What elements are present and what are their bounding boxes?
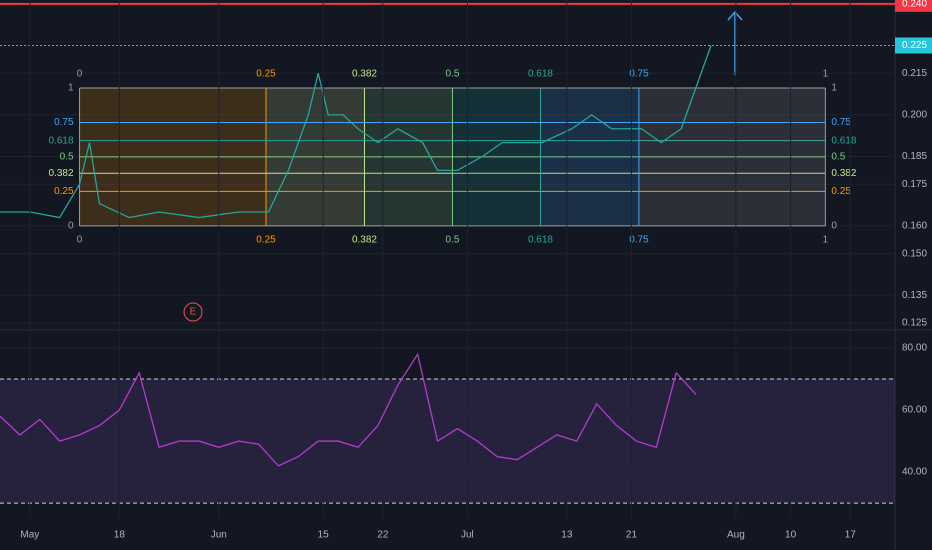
fib-level-label: 0.5 (60, 152, 74, 163)
y-tick-label: 0.215 (902, 68, 927, 79)
fib-zone (540, 87, 639, 226)
y-tick-label: 0.150 (902, 248, 927, 259)
y-tick-label: 40.00 (902, 467, 927, 478)
earnings-marker (183, 302, 203, 322)
fib-level-label: 0.5 (831, 152, 845, 163)
x-tick-label: 21 (626, 530, 638, 541)
fib-level-label: 0.25 (831, 186, 851, 197)
x-tick-label: Aug (727, 530, 745, 541)
x-tick-label: May (20, 530, 39, 541)
price-badge (895, 0, 932, 12)
y-tick-label: 0.135 (902, 290, 927, 301)
y-tick-label: 60.00 (902, 405, 927, 416)
fib-time-label: 0.382 (352, 69, 377, 80)
fib-time-label: 0.618 (528, 69, 553, 80)
fib-time-label: 0.618 (528, 235, 553, 246)
x-tick-label: 15 (318, 530, 330, 541)
fib-level-label: 0.382 (831, 168, 856, 179)
fib-level-label: 0 (831, 221, 837, 232)
price-badge-label: 0.240 (902, 0, 927, 10)
fib-level-label: 0.618 (831, 135, 856, 146)
fib-time-label: 0.5 (446, 235, 460, 246)
fib-level-label: 0 (68, 221, 74, 232)
fib-zone (638, 87, 826, 226)
fib-time-label: 0.382 (352, 235, 377, 246)
fib-time-label: 0.75 (629, 69, 649, 80)
y-tick-label: 80.00 (902, 343, 927, 354)
x-tick-label: 13 (561, 530, 573, 541)
fib-time-label: 0 (77, 235, 83, 246)
y-tick-label: 0.160 (902, 221, 927, 232)
x-tick-label: 17 (845, 530, 857, 541)
fib-time-label: 0.75 (629, 235, 649, 246)
rsi-band (0, 379, 895, 504)
fib-time-label: 0 (77, 69, 83, 80)
y-tick-label: 0.125 (902, 318, 927, 329)
fib-level-label: 0.618 (49, 135, 74, 146)
arrow (727, 10, 743, 75)
fib-level-label: 1 (68, 83, 74, 94)
y-tick-label: 0.200 (902, 110, 927, 121)
price-badge-label: 0.225 (902, 40, 927, 51)
y-tick-label: 0.175 (902, 179, 927, 190)
fib-time-label: 1 (823, 235, 829, 246)
fib-time-label: 0.25 (256, 69, 276, 80)
series-line (0, 45, 712, 219)
price-badge (895, 37, 932, 54)
earnings-label: E (190, 307, 197, 318)
x-tick-label: 10 (785, 530, 797, 541)
series-line (0, 352, 697, 467)
fib-time-label: 0.25 (256, 235, 276, 246)
x-tick-label: Jun (211, 530, 227, 541)
fib-level-label: 0.382 (49, 168, 74, 179)
x-tick-label: 18 (114, 530, 126, 541)
fib-level-label: 0.25 (54, 186, 74, 197)
fib-level-label: 0.75 (54, 117, 74, 128)
fib-time-label: 1 (823, 69, 829, 80)
y-tick-label: 0.185 (902, 151, 927, 162)
fib-level-label: 1 (831, 83, 837, 94)
x-tick-label: Jul (461, 530, 474, 541)
x-tick-label: 22 (377, 530, 389, 541)
fib-time-label: 0.5 (446, 69, 460, 80)
fib-level-label: 0.75 (831, 117, 851, 128)
